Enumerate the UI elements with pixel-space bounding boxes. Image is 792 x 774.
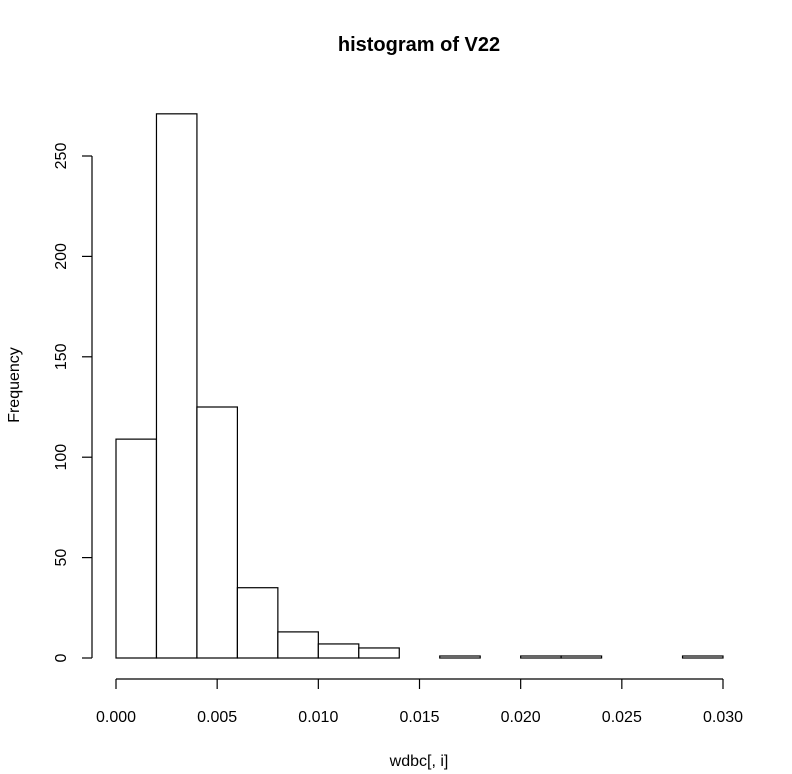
x-tick-label: 0.010 (298, 709, 338, 726)
histogram-bar (155, 113, 198, 659)
x-tick-label: 0.020 (501, 709, 541, 726)
y-tick-label: 150 (53, 343, 70, 370)
x-tick-label: 0.015 (399, 709, 439, 726)
histogram-bar (317, 643, 360, 659)
histogram-bar (115, 438, 158, 659)
chart-title: histogram of V22 (338, 34, 500, 56)
histogram-bar (358, 647, 400, 659)
y-tick-label: 100 (53, 444, 70, 471)
histogram-bar (277, 631, 319, 659)
histogram-bar (681, 655, 724, 659)
y-axis-title: Frequency (6, 347, 23, 423)
histogram-bar (560, 655, 603, 659)
y-tick-label: 0 (53, 653, 70, 662)
y-tick-label: 50 (53, 549, 70, 567)
histogram-bar (236, 587, 279, 659)
y-tick-label: 200 (53, 243, 70, 270)
x-tick-label: 0.030 (703, 709, 743, 726)
x-tick-label: 0.025 (602, 709, 642, 726)
x-tick-label: 0.000 (96, 709, 136, 726)
x-tick-label: 0.005 (197, 709, 237, 726)
x-axis: 0.000 0.005 0.010 0.015 0.020 0.025 0.030 (96, 678, 743, 726)
bars-group (115, 113, 724, 659)
y-tick-label: 250 (53, 143, 70, 170)
histogram-bar (439, 655, 481, 659)
histogram-bar (196, 406, 239, 659)
y-axis: 0 50 100 150 200 250 (53, 143, 93, 662)
x-axis-title: wdbc[, i] (389, 753, 449, 770)
histogram-bar (520, 655, 562, 659)
